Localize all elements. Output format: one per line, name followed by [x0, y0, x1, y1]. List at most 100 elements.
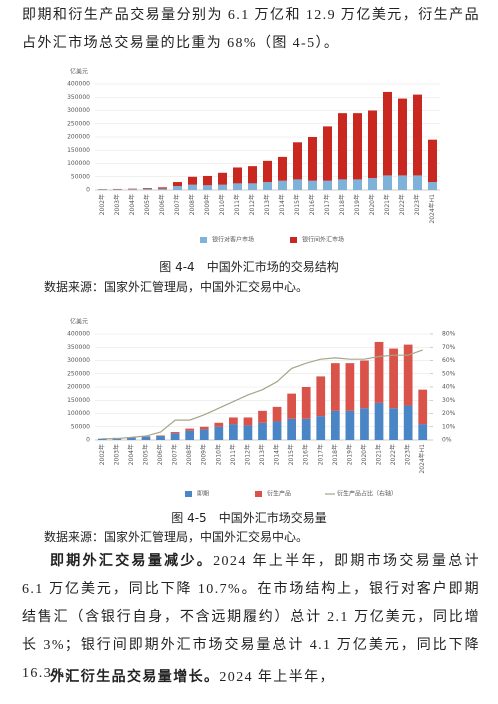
x-tick-label: 2006年: [156, 444, 164, 465]
y-tick-label: 100000: [67, 410, 90, 417]
bar: [374, 341, 384, 403]
lead: 即期外汇交易量减少。: [50, 554, 214, 569]
bar: [258, 422, 267, 440]
bar: [248, 183, 257, 190]
x-tick-label: 2020年: [360, 444, 368, 465]
bar: [403, 344, 413, 406]
bar: [127, 437, 136, 440]
bar: [323, 126, 332, 181]
x-tick-label: 2009年: [203, 194, 211, 215]
bar: [368, 178, 377, 190]
x-tick-label: 2002年: [98, 194, 106, 215]
bar: [323, 180, 332, 190]
y2-tick-label: 50%: [442, 370, 456, 377]
x-tick-label: 2018年: [331, 444, 339, 465]
bar: [428, 139, 437, 183]
figure-caption: 图 4-4 中国外汇市场的交易结构: [159, 260, 339, 274]
bar: [188, 176, 197, 185]
y-axis-label: 亿美元: [70, 318, 88, 326]
y-tick-label: 400000: [67, 81, 90, 88]
bar: [418, 389, 428, 425]
bar: [287, 418, 296, 440]
chart: 亿美元 0 50000 100000 150000 200000 250000 300000 3…: [67, 68, 440, 244]
bar: [383, 175, 392, 190]
bar: [353, 113, 362, 180]
y2-tick-label: 30%: [442, 397, 456, 404]
bar: [158, 187, 167, 189]
bar: [330, 363, 340, 411]
bar: [428, 182, 437, 190]
bar: [113, 189, 122, 190]
text: 2024 年上半年，即期市场交易量总计 6.1 万亿美元，同比下降 10.7%。…: [22, 554, 480, 681]
y-tick-label: 50000: [71, 423, 90, 430]
bar: [389, 408, 398, 440]
text: 2024 年上半年，: [219, 670, 335, 685]
legend-swatch: [185, 491, 192, 497]
legend-swatch: [255, 491, 262, 497]
bar: [243, 417, 253, 426]
bar: [248, 166, 257, 184]
x-tick-label: 2011年: [233, 194, 241, 215]
bar: [173, 186, 182, 190]
y-tick-label: 150000: [67, 147, 90, 154]
bar: [353, 179, 362, 190]
bar: [214, 426, 224, 440]
bar: [403, 405, 413, 440]
bar: [218, 172, 227, 185]
x-tick-label: 2016年: [308, 194, 316, 215]
x-tick-label: 2007年: [171, 444, 179, 465]
y-tick-label: 350000: [67, 94, 90, 101]
x-tick-label: 2019年: [353, 194, 361, 215]
y-tick-label: 50000: [71, 173, 90, 180]
bar: [398, 98, 407, 176]
line: [102, 349, 423, 440]
x-tick-label: 2005年: [143, 194, 151, 215]
bar: [360, 408, 369, 440]
x-tick-label: 2018年: [338, 194, 346, 215]
x-tick-label: 2015年: [287, 444, 295, 465]
x-tick-label: 2004年: [127, 444, 135, 465]
bar: [389, 348, 398, 409]
x-tick-label: 2021年: [375, 444, 383, 465]
bar: [383, 91, 392, 176]
bar: [418, 424, 428, 440]
bar: [278, 180, 287, 190]
legend-label: 即期: [197, 490, 209, 498]
x-tick-label: 2005年: [141, 444, 149, 465]
bar: [308, 180, 317, 190]
bar: [301, 418, 311, 440]
bar: [185, 428, 195, 431]
bar: [293, 179, 302, 190]
y2-tick-label: 40%: [442, 384, 456, 391]
x-tick-label: 2019年: [345, 444, 353, 465]
bar: [203, 185, 212, 190]
bar: [173, 182, 182, 187]
bar: [98, 189, 107, 190]
y2-tick-label: 70%: [442, 344, 456, 351]
x-tick-label: 2024年H1: [428, 194, 436, 224]
x-tick-label: 2021年: [383, 194, 391, 215]
x-tick-label: 2012年: [243, 444, 251, 465]
x-tick-label: 2022年: [389, 444, 397, 465]
x-tick-label: 2008年: [188, 194, 196, 215]
x-tick-label: 2009年: [200, 444, 208, 465]
x-tick-label: 2023年: [404, 444, 412, 465]
bar: [199, 429, 209, 440]
bar: [293, 142, 302, 180]
bar: [263, 182, 272, 190]
bar: [272, 406, 282, 422]
source: 数据来源：国家外汇管理局，中国外汇交易中心。: [44, 530, 309, 544]
bar: [214, 422, 224, 427]
bar: [374, 402, 384, 440]
x-tick-label: 2010年: [214, 444, 222, 465]
paragraph: 外汇衍生品交易量增长。2024 年上半年，: [22, 664, 480, 692]
y-tick-label: 0: [86, 437, 90, 444]
y-tick-label: 350000: [67, 344, 90, 351]
x-tick-label: 2014年: [278, 194, 286, 215]
y2-tick-label: 0%: [442, 437, 452, 444]
source: 数据来源：国家外汇管理局，中国外汇交易中心。: [44, 280, 309, 294]
bar: [188, 184, 197, 190]
x-tick-label: 2014年: [273, 444, 281, 465]
bar: [143, 188, 152, 190]
x-tick-label: 2022年: [398, 194, 406, 215]
